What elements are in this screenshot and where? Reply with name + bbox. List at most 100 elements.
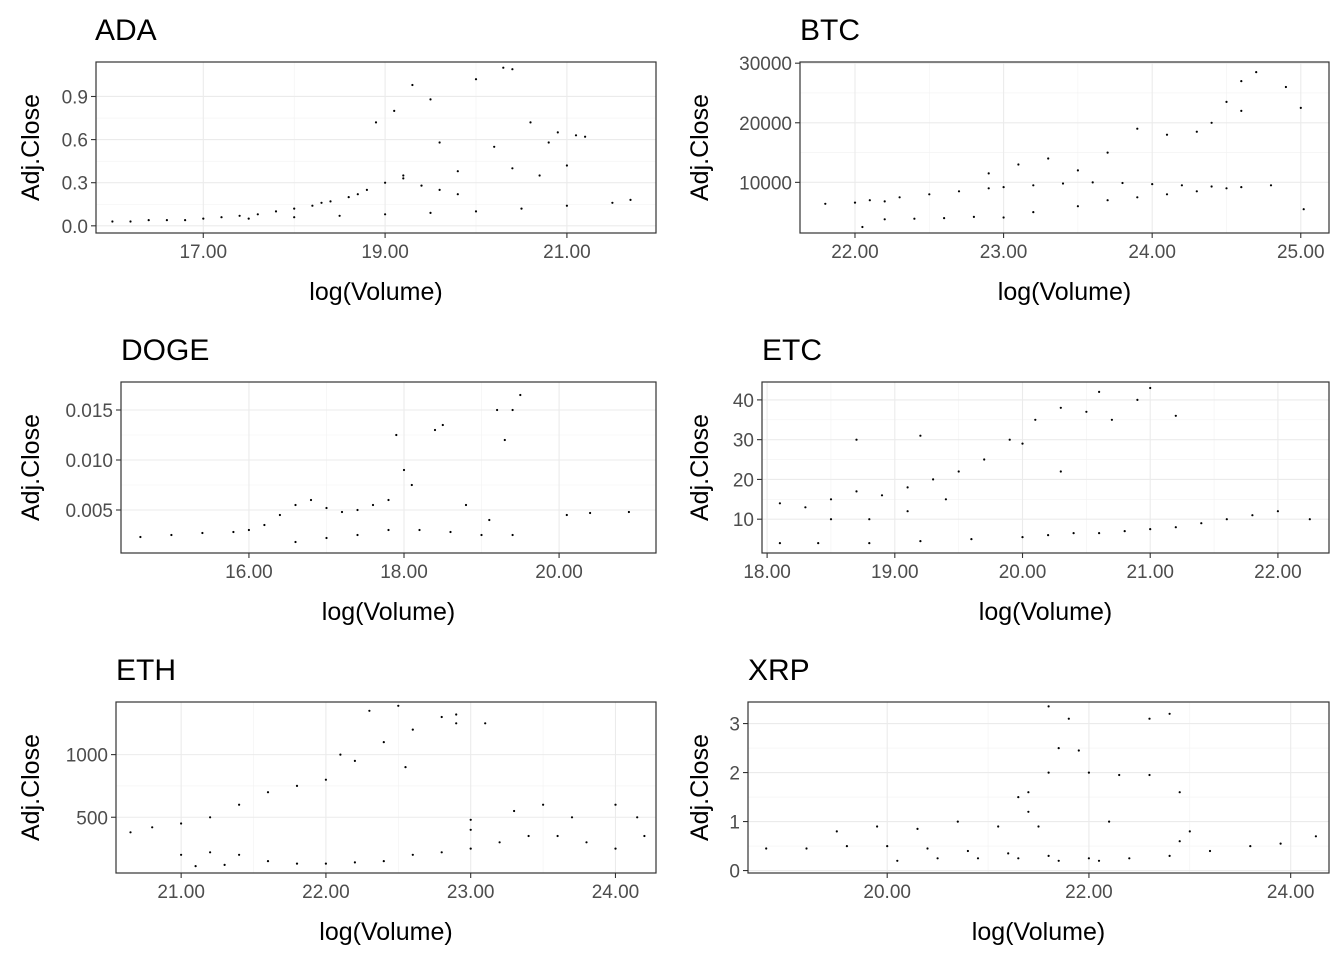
data-point	[356, 533, 359, 537]
data-point	[129, 220, 132, 223]
data-point	[1027, 810, 1030, 813]
data-point	[440, 851, 443, 854]
data-point	[976, 857, 980, 860]
data-point	[1021, 536, 1024, 539]
data-point	[1225, 100, 1228, 103]
data-point	[402, 174, 405, 177]
data-point	[410, 483, 413, 487]
x-axis-title: log(Volume)	[998, 278, 1131, 306]
x-tick-label: 18.00	[743, 562, 791, 583]
data-point	[585, 841, 588, 844]
points-eth	[129, 704, 646, 868]
data-point	[484, 722, 487, 725]
data-point	[1279, 842, 1282, 845]
data-point	[574, 134, 578, 137]
data-point	[1151, 183, 1154, 186]
data-point	[944, 498, 948, 501]
data-point	[519, 393, 522, 397]
data-point	[397, 704, 400, 707]
data-point	[429, 98, 432, 101]
data-point	[180, 853, 183, 856]
data-point	[547, 141, 550, 144]
data-point	[293, 216, 296, 219]
data-point	[329, 200, 332, 203]
panel-title: ETH	[116, 654, 176, 687]
data-point	[1017, 163, 1020, 166]
data-point	[1017, 796, 1020, 799]
data-point	[441, 423, 444, 427]
y-tick-label: 20000	[739, 114, 792, 135]
data-point	[880, 494, 884, 497]
panel-border	[799, 61, 1330, 234]
x-tick-label: 23.00	[447, 882, 495, 903]
panel-eth: 21.00 22.00 23.00 24.00 500 1000 ETH log(Volume…	[17, 654, 657, 946]
data-point	[1174, 526, 1177, 529]
data-point	[256, 213, 259, 216]
data-point	[294, 503, 297, 507]
data-point	[1251, 514, 1254, 517]
y-axis-title: Adj.Close	[686, 94, 714, 201]
data-point	[570, 816, 574, 819]
data-point	[382, 860, 385, 863]
panel-border	[747, 701, 1330, 874]
data-point	[1149, 528, 1152, 531]
points-ada	[111, 66, 632, 223]
data-point	[611, 201, 614, 204]
data-point	[194, 865, 197, 868]
data-point	[1047, 854, 1050, 858]
data-point	[353, 861, 356, 864]
data-point	[956, 820, 959, 823]
x-tick-label: 25.00	[1277, 242, 1325, 263]
data-point	[565, 513, 568, 517]
data-point	[266, 860, 270, 863]
data-point	[1302, 208, 1305, 211]
data-point	[614, 803, 617, 806]
data-point	[913, 217, 916, 220]
data-point	[1200, 522, 1203, 525]
y-tick-label: 0.6	[62, 131, 88, 152]
data-point	[368, 709, 371, 712]
panel-border	[115, 701, 657, 874]
data-point	[1106, 199, 1109, 202]
data-point	[418, 528, 421, 532]
data-point	[1061, 182, 1065, 185]
y-tick-label: 40	[733, 391, 754, 412]
data-point	[627, 510, 631, 514]
data-point	[1087, 857, 1090, 860]
data-point	[1314, 835, 1317, 838]
x-tick-label: 18.00	[380, 562, 428, 583]
data-point	[382, 741, 385, 744]
data-point	[868, 518, 871, 521]
data-point	[339, 753, 342, 756]
data-point	[1178, 791, 1181, 794]
x-tick-label: 19.00	[361, 242, 409, 263]
data-point	[223, 863, 226, 867]
data-point	[1284, 85, 1287, 89]
data-point	[1076, 205, 1079, 208]
data-point	[1149, 386, 1152, 390]
x-tick-label: 21.00	[543, 242, 591, 263]
data-point	[139, 535, 142, 539]
data-point	[1136, 127, 1139, 130]
data-point	[1087, 771, 1090, 774]
data-point	[556, 834, 559, 838]
data-point	[347, 196, 350, 199]
data-point	[1121, 181, 1124, 185]
panel-border	[120, 381, 657, 554]
data-point	[1128, 857, 1131, 860]
data-point	[1091, 181, 1094, 184]
data-point	[411, 83, 414, 87]
data-point	[1148, 773, 1151, 777]
data-point	[868, 199, 871, 202]
data-point	[916, 827, 919, 831]
data-point	[1047, 534, 1050, 537]
data-point	[1059, 406, 1062, 409]
data-point	[1027, 791, 1030, 794]
x-axis-title: log(Volume)	[309, 278, 442, 306]
data-point	[1165, 133, 1169, 136]
data-point	[493, 145, 496, 148]
data-point	[180, 822, 183, 825]
data-point	[906, 486, 909, 489]
y-tick-label: 0.015	[65, 401, 113, 422]
data-point	[957, 470, 960, 473]
